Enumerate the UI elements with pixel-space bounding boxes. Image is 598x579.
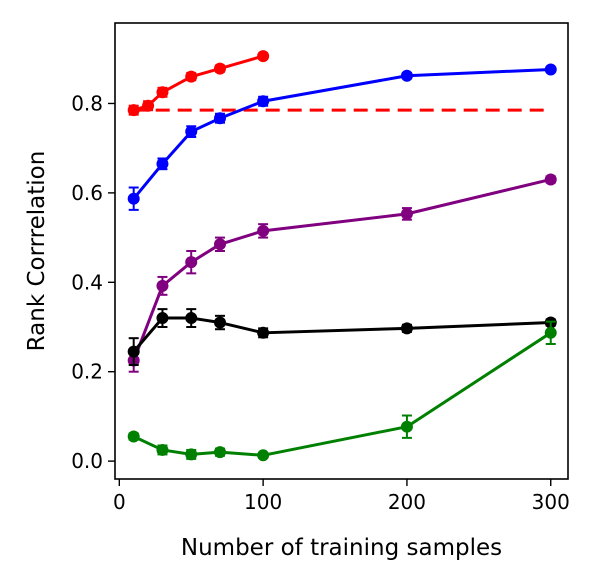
data-point [127, 345, 140, 358]
series-line [132, 178, 552, 362]
data-point [400, 420, 413, 433]
y-tick-label: 0.0 [71, 449, 103, 473]
x-tick-label: 300 [532, 490, 570, 514]
y-tick-label: 0.2 [71, 360, 103, 384]
series-line [133, 331, 552, 457]
data-point [213, 238, 226, 251]
data-point [257, 50, 270, 63]
data-point [156, 279, 169, 292]
data-point [185, 448, 198, 461]
data-point [156, 157, 169, 170]
series-1 [127, 63, 557, 211]
series-0 [127, 50, 270, 117]
data-point [127, 430, 140, 443]
data-point [544, 326, 557, 339]
plot-area [127, 50, 557, 462]
data-point [213, 112, 226, 125]
data-point [156, 443, 169, 456]
series-2 [127, 173, 557, 373]
data-point [156, 312, 169, 325]
axis-ticks: 0 100 200 300 0.0 0.2 0.4 0.6 0.8 [71, 91, 570, 514]
data-point [156, 86, 169, 99]
y-tick-label: 0.8 [71, 91, 103, 115]
data-point [213, 62, 226, 75]
data-point [142, 99, 155, 112]
x-tick-label: 0 [113, 490, 126, 514]
data-point [257, 224, 270, 237]
data-point [544, 63, 557, 76]
data-point [400, 322, 413, 335]
data-point [400, 207, 413, 220]
data-point [544, 173, 557, 186]
y-tick-label: 0.4 [71, 270, 103, 294]
data-point [185, 125, 198, 138]
y-tick-label: 0.6 [71, 181, 103, 205]
data-point [185, 256, 198, 269]
data-point [127, 104, 140, 117]
series-4 [127, 320, 557, 462]
data-point [400, 69, 413, 82]
series-line [133, 54, 264, 112]
data-point [257, 449, 270, 462]
data-point [257, 95, 270, 108]
data-point [213, 316, 226, 329]
data-point [185, 312, 198, 325]
x-tick-label: 100 [244, 490, 282, 514]
y-axis-label: Rank Corrrelation [24, 151, 50, 352]
data-point [257, 326, 270, 339]
data-point [127, 192, 140, 205]
x-tick-label: 200 [388, 490, 426, 514]
x-axis-label: Number of training samples [181, 535, 502, 561]
series-line [132, 316, 551, 353]
axes-frame [114, 22, 569, 480]
series-3 [127, 308, 557, 366]
data-point [213, 446, 226, 459]
data-point [185, 70, 198, 83]
